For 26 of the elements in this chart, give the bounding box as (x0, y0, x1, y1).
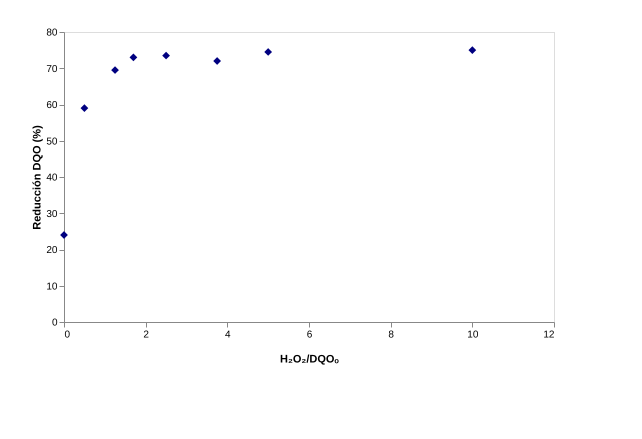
y-tick-label: 30 (46, 208, 58, 220)
point (162, 52, 170, 60)
point (80, 104, 88, 112)
x-tick-label: 2 (143, 330, 150, 340)
x-axis-title: H₂O₂/DQOₒ (280, 354, 340, 366)
x-tick-label: 12 (543, 330, 555, 340)
y-tick-label: 10 (46, 281, 58, 292)
point (468, 46, 476, 54)
point (264, 48, 272, 56)
y-tick-label: 40 (46, 172, 58, 184)
y-axis-title: Reducción DQO (%) (31, 124, 44, 230)
point (60, 231, 68, 239)
point (130, 54, 138, 62)
x-tick-label: 6 (306, 330, 313, 340)
x-tick-label: 10 (467, 330, 479, 340)
x-tick-label: 4 (225, 330, 232, 340)
y-tick-label: 60 (46, 100, 58, 111)
y-tick-label: 80 (46, 28, 58, 38)
y-tick-label: 0 (52, 318, 58, 328)
y-tick-label: 70 (46, 64, 58, 75)
x-tick-label: 0 (64, 330, 70, 340)
y-tick-label: 20 (46, 245, 58, 256)
point (213, 57, 221, 65)
x-tick-label: 8 (388, 330, 394, 340)
point (111, 66, 119, 74)
y-tick-label: 50 (46, 136, 58, 148)
